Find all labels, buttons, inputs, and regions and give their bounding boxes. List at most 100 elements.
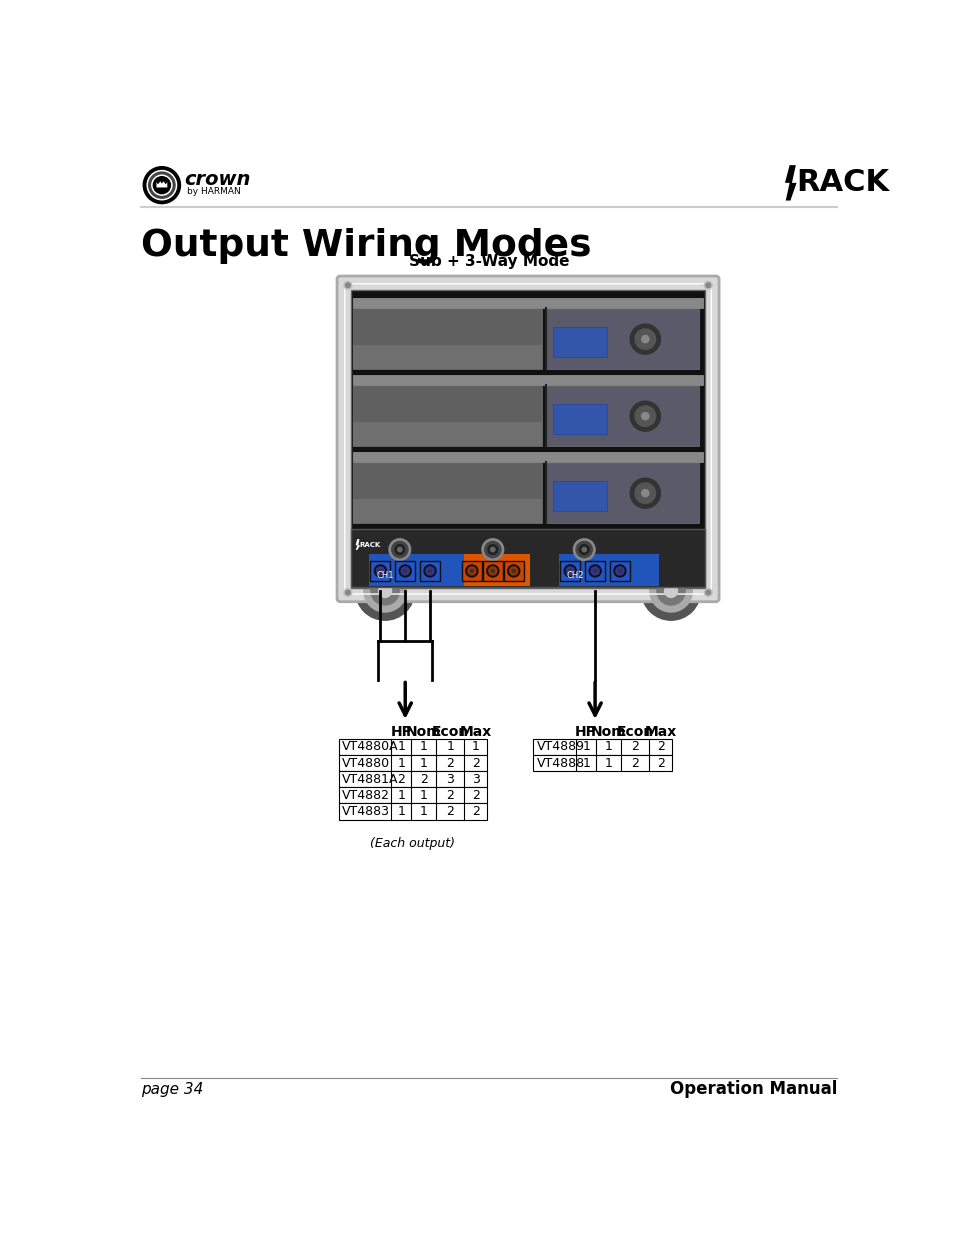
Bar bbox=[461, 561, 481, 580]
Text: 3: 3 bbox=[472, 773, 479, 785]
Bar bbox=[353, 452, 702, 462]
Circle shape bbox=[657, 577, 684, 605]
Circle shape bbox=[401, 567, 409, 576]
Text: 2: 2 bbox=[631, 757, 639, 769]
Circle shape bbox=[588, 564, 600, 577]
Bar bbox=[559, 561, 579, 580]
Circle shape bbox=[467, 567, 476, 576]
Text: Nom: Nom bbox=[406, 725, 441, 739]
Text: Max: Max bbox=[644, 725, 676, 739]
Circle shape bbox=[509, 567, 517, 576]
Bar bbox=[369, 553, 469, 585]
Circle shape bbox=[578, 545, 589, 555]
Bar bbox=[584, 561, 604, 580]
Circle shape bbox=[470, 569, 473, 573]
Bar bbox=[338, 755, 487, 771]
Text: 2: 2 bbox=[472, 789, 479, 802]
Text: 2: 2 bbox=[656, 740, 664, 753]
Circle shape bbox=[423, 564, 436, 577]
Text: VT4881A: VT4881A bbox=[341, 773, 397, 785]
Bar bbox=[353, 499, 541, 524]
Text: Econ: Econ bbox=[616, 725, 653, 739]
Circle shape bbox=[378, 569, 381, 573]
Bar bbox=[553, 404, 606, 435]
Text: CH2: CH2 bbox=[566, 571, 583, 580]
Circle shape bbox=[376, 567, 384, 576]
Bar bbox=[553, 327, 606, 357]
Text: CH1: CH1 bbox=[376, 571, 394, 580]
Text: 3: 3 bbox=[446, 773, 454, 785]
Bar bbox=[353, 375, 702, 384]
Text: 1: 1 bbox=[446, 740, 454, 753]
Text: 1: 1 bbox=[581, 740, 590, 753]
Bar bbox=[353, 387, 541, 446]
Circle shape bbox=[488, 567, 497, 576]
Circle shape bbox=[378, 584, 391, 598]
Bar bbox=[338, 739, 487, 755]
Polygon shape bbox=[784, 165, 796, 200]
Circle shape bbox=[563, 564, 576, 577]
Circle shape bbox=[573, 538, 595, 561]
Circle shape bbox=[705, 283, 710, 288]
Circle shape bbox=[344, 282, 352, 289]
Text: page 34: page 34 bbox=[141, 1082, 203, 1097]
Circle shape bbox=[705, 590, 710, 595]
Text: 2: 2 bbox=[397, 773, 405, 785]
Text: 2: 2 bbox=[656, 757, 664, 769]
Circle shape bbox=[630, 324, 659, 354]
Circle shape bbox=[398, 564, 411, 577]
Bar bbox=[338, 771, 487, 787]
Text: RACK: RACK bbox=[359, 542, 380, 547]
FancyBboxPatch shape bbox=[336, 275, 719, 601]
Circle shape bbox=[153, 177, 171, 194]
Bar bbox=[533, 739, 672, 755]
Text: RACK: RACK bbox=[796, 168, 889, 198]
Circle shape bbox=[664, 584, 677, 598]
Text: 1: 1 bbox=[397, 740, 405, 753]
Bar bbox=[464, 553, 530, 585]
Text: Sub + 3-Way Mode: Sub + 3-Way Mode bbox=[408, 254, 569, 269]
Circle shape bbox=[512, 569, 515, 573]
Circle shape bbox=[576, 541, 592, 558]
Text: 2: 2 bbox=[419, 773, 427, 785]
Bar bbox=[338, 787, 487, 804]
Bar bbox=[353, 299, 702, 308]
Circle shape bbox=[355, 562, 415, 620]
Circle shape bbox=[147, 170, 176, 200]
Circle shape bbox=[484, 541, 500, 558]
Text: 2: 2 bbox=[472, 805, 479, 818]
Circle shape bbox=[635, 483, 655, 504]
Circle shape bbox=[641, 412, 648, 420]
Bar bbox=[351, 530, 704, 587]
Circle shape bbox=[374, 564, 386, 577]
Text: VT4882: VT4882 bbox=[341, 789, 389, 802]
Circle shape bbox=[403, 569, 406, 573]
Text: 2: 2 bbox=[631, 740, 639, 753]
Circle shape bbox=[591, 567, 598, 576]
Bar bbox=[553, 482, 606, 511]
Circle shape bbox=[581, 547, 586, 552]
Text: VT4889: VT4889 bbox=[536, 740, 584, 753]
Text: 1: 1 bbox=[472, 740, 479, 753]
Text: VT4883: VT4883 bbox=[341, 805, 389, 818]
Text: 1: 1 bbox=[604, 740, 612, 753]
Bar bbox=[338, 804, 487, 820]
Text: 2: 2 bbox=[446, 789, 454, 802]
Circle shape bbox=[344, 589, 352, 597]
Text: by HARMAN: by HARMAN bbox=[187, 186, 240, 196]
Bar bbox=[353, 309, 541, 369]
Circle shape bbox=[568, 569, 571, 573]
Circle shape bbox=[618, 569, 620, 573]
Circle shape bbox=[490, 547, 495, 552]
Text: 1: 1 bbox=[581, 757, 590, 769]
Circle shape bbox=[507, 564, 519, 577]
Bar bbox=[419, 561, 439, 580]
Circle shape bbox=[392, 541, 408, 558]
Bar bbox=[609, 561, 629, 580]
Circle shape bbox=[486, 564, 498, 577]
Circle shape bbox=[613, 564, 625, 577]
Text: 1: 1 bbox=[397, 789, 405, 802]
Text: Output Wiring Modes: Output Wiring Modes bbox=[141, 228, 591, 264]
Text: 1: 1 bbox=[419, 805, 427, 818]
Bar bbox=[503, 561, 523, 580]
